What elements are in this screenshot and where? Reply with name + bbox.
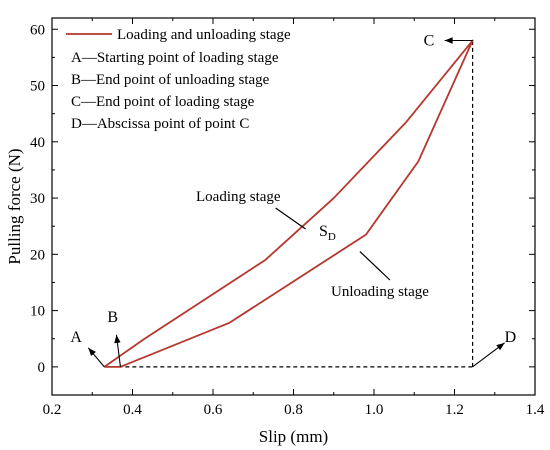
y-tick-label: 30 <box>30 191 45 207</box>
y-tick-label: 0 <box>38 360 46 376</box>
x-tick-label: 1.4 <box>526 402 545 418</box>
legend-note-d: D—Abscissa point of point C <box>71 116 249 132</box>
y-tick-label: 40 <box>30 135 45 151</box>
sd-label-subscript: D <box>328 231 336 243</box>
y-tick-label: 10 <box>30 304 45 320</box>
loading-stage-label: Loading stage <box>196 189 281 205</box>
point-label-a: A <box>70 329 82 346</box>
legend: Loading and unloading stage A—Starting p… <box>66 27 291 132</box>
legend-note-a: A—Starting point of loading stage <box>71 50 279 66</box>
arrow-a-head <box>88 347 96 357</box>
arrow-d-head <box>496 342 505 351</box>
legend-note-b: B—End point of unloading stage <box>71 72 270 88</box>
legend-note-c: C—End point of loading stage <box>71 94 255 110</box>
x-tick-label: 0.6 <box>204 402 223 418</box>
unloading-stage-label: Unloading stage <box>331 284 429 300</box>
y-tick-label: 20 <box>30 247 45 263</box>
unloading-stage-leader <box>359 251 391 281</box>
sd-label-main: S <box>319 223 328 240</box>
legend-label: Loading and unloading stage <box>117 27 291 43</box>
x-tick-label: 0.4 <box>123 402 142 418</box>
x-tick-label: 1.2 <box>445 402 464 418</box>
sd-label: SD <box>319 223 336 243</box>
plot-area <box>87 37 505 368</box>
loading-stage-leader <box>275 207 306 230</box>
y-axis-title: Pulling force (N) <box>5 148 24 264</box>
arrow-b-head <box>114 334 121 344</box>
arrow-c-head <box>444 37 453 44</box>
axes: 0.2 0.4 0.6 0.8 1.0 1.2 1.4 0 10 20 30 40 50 60 <box>30 18 545 418</box>
x-tick-label: 0.2 <box>43 402 62 418</box>
series-line <box>103 39 474 368</box>
y-tick-label: 60 <box>30 22 45 38</box>
x-tick-label: 0.8 <box>284 402 303 418</box>
y-tick-label: 50 <box>30 79 45 95</box>
x-axis-title: Slip (mm) <box>259 427 328 446</box>
point-label-c: C <box>424 33 435 50</box>
x-tick-label: 1.0 <box>365 402 384 418</box>
point-label-d: D <box>505 329 517 346</box>
point-label-b: B <box>107 309 118 326</box>
annotations: Loading stage Unloading stage SD A B C D <box>70 33 516 346</box>
